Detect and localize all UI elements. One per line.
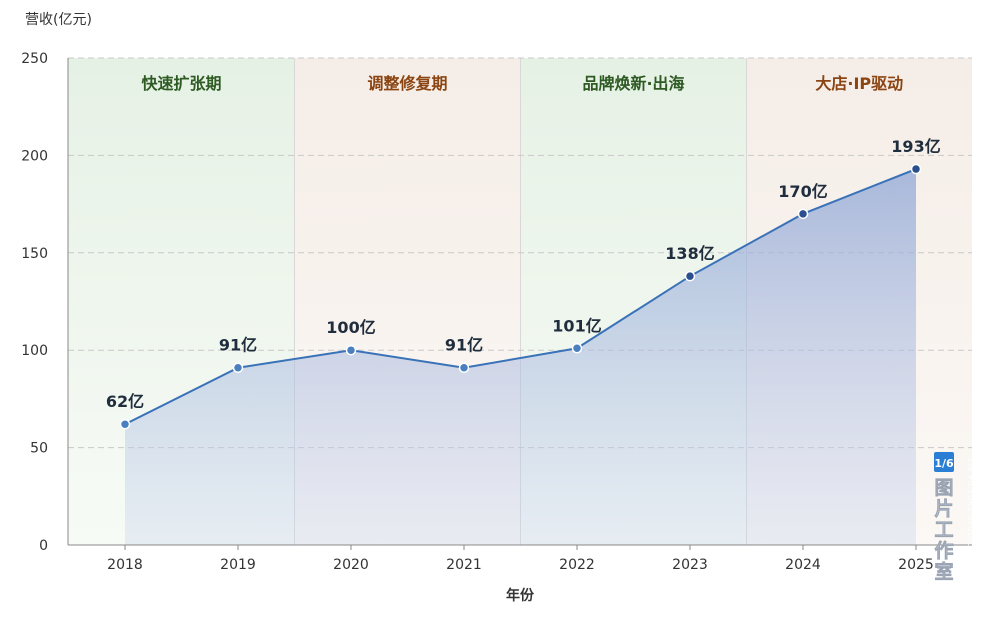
- data-point: [458, 362, 470, 373]
- x-tick-label: 2021: [446, 557, 482, 573]
- phase-label: 调整修复期: [367, 74, 447, 93]
- watermark-char: 工: [934, 519, 953, 541]
- y-tick-label: 50: [30, 441, 48, 457]
- x-axis-label: 年份: [506, 587, 535, 604]
- series-line: [124, 168, 917, 426]
- watermark-char: 片: [934, 497, 953, 520]
- data-label: 170亿: [778, 182, 827, 201]
- watermark-char: 图: [934, 477, 953, 499]
- data-label: 138亿: [665, 244, 714, 263]
- data-label: 100亿: [326, 318, 375, 337]
- phase-label: 品牌焕新·出海: [582, 74, 684, 93]
- data-point: [119, 418, 131, 430]
- x-tick-label: 2023: [672, 557, 708, 573]
- data-point: [345, 344, 357, 356]
- x-tick-label: 2019: [220, 557, 256, 573]
- y-tick-label: 150: [21, 246, 48, 262]
- y-tick-label: 250: [21, 51, 48, 67]
- svg-text:1/6 PICTURE STUDIO: 1/6 PICTURE STUDIO: [966, 458, 974, 548]
- x-tick-label: 2025: [898, 557, 934, 573]
- y-tick-label: 200: [21, 148, 48, 164]
- svg-text:1/6: 1/6: [934, 457, 954, 470]
- data-points: [119, 163, 922, 430]
- watermark-char: 作: [934, 539, 953, 562]
- data-point: [910, 163, 922, 175]
- x-tick-label: 2024: [785, 557, 821, 573]
- data-label: 91亿: [219, 336, 257, 355]
- area-fill: [125, 169, 916, 545]
- data-point: [571, 343, 583, 354]
- data-point: [232, 362, 244, 373]
- data-label: 62亿: [106, 392, 144, 411]
- x-tick-label: 2018: [107, 557, 143, 573]
- axes: [67, 58, 972, 546]
- y-axis-label: 营收(亿元): [25, 12, 92, 28]
- y-tick-label: 0: [39, 538, 48, 554]
- watermark-char: 室: [934, 560, 953, 583]
- data-point: [797, 208, 809, 220]
- data-labels: 62亿 91亿 100亿 91亿 101亿 138亿 170亿 193亿: [106, 137, 941, 411]
- data-point: [684, 270, 696, 282]
- x-tick-label: 2022: [559, 557, 595, 573]
- phase-label: 大店·IP驱动: [815, 74, 903, 93]
- y-tick-label: 100: [21, 343, 48, 359]
- data-label: 91亿: [445, 336, 483, 355]
- x-tick-label: 2020: [333, 557, 369, 573]
- phase-label: 快速扩张期: [141, 74, 221, 93]
- series-line-layer: [124, 168, 917, 426]
- data-label: 101亿: [552, 316, 601, 335]
- area-fill-layer: [125, 169, 916, 545]
- tick-labels: 0 50 100 150 200 250 2018 2019 2020 2021 2022 2023 2…: [21, 51, 934, 573]
- data-label: 193亿: [891, 137, 940, 156]
